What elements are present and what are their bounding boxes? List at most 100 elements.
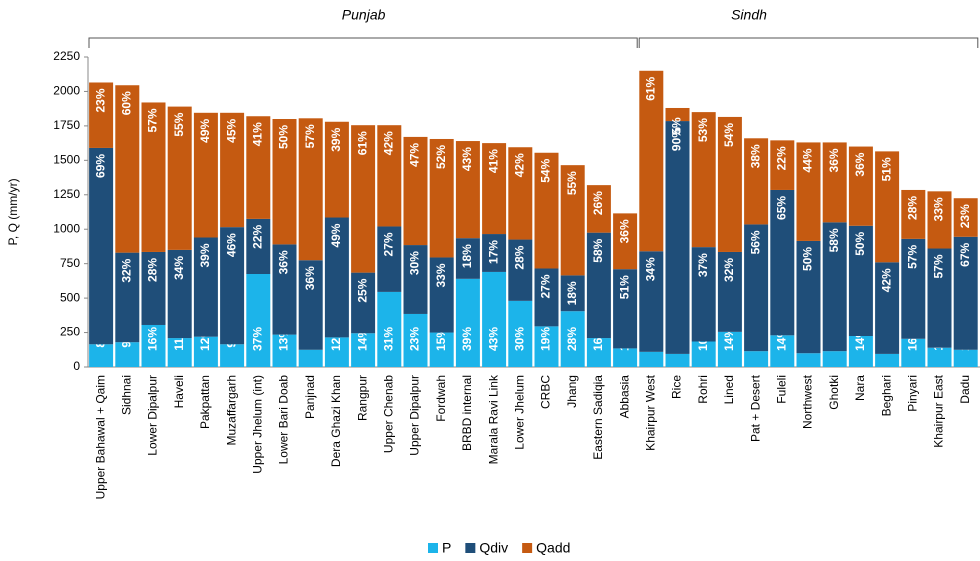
y-tick-label: 2250 — [53, 49, 80, 63]
group-label: Sindh — [731, 7, 767, 23]
legend-swatch — [465, 543, 476, 553]
bar-segment — [455, 238, 480, 279]
bar-segment — [246, 218, 271, 274]
value-label: 28% — [905, 196, 919, 220]
x-tick-label: Lower Bari Doab — [277, 375, 291, 465]
bar-segment — [351, 272, 376, 334]
bar-segment — [901, 238, 926, 339]
bar-segment — [324, 337, 349, 367]
bar-segment — [534, 326, 559, 367]
x-tick-label: Ghotki — [827, 375, 841, 410]
value-label: 50% — [801, 247, 815, 271]
value-label: 36% — [853, 152, 867, 176]
x-tick-label: Lower Dipalpur — [146, 375, 160, 456]
x-tick-label: Pinyari — [905, 375, 919, 412]
bar-segment — [770, 335, 795, 367]
y-tick-label: 1750 — [53, 118, 80, 132]
bar-segment — [89, 147, 114, 345]
value-label: 23% — [408, 327, 422, 351]
bar-segment — [403, 313, 428, 367]
bar-segment — [665, 107, 690, 122]
value-label: 41% — [486, 149, 500, 173]
bar-segment — [115, 252, 140, 343]
bar-segment — [639, 251, 664, 352]
value-label: 57% — [932, 254, 946, 278]
y-tick-label: 750 — [60, 256, 80, 270]
value-label: 55% — [565, 171, 579, 195]
bar-segment — [377, 226, 402, 292]
value-label: 55% — [172, 112, 186, 136]
y-tick-label: 250 — [60, 325, 80, 339]
x-tick-label: Lower Jhelum — [512, 375, 526, 450]
bar-segment — [822, 142, 847, 223]
x-tick-label: Eastern Sadiqia — [591, 375, 605, 460]
value-label: 65% — [774, 196, 788, 220]
value-label: 25% — [355, 278, 369, 302]
bar-segment — [324, 217, 349, 338]
x-tick-label: Abbasia — [617, 375, 631, 419]
bar-segment — [482, 143, 507, 235]
bar-segment — [193, 336, 218, 367]
value-label: 37% — [250, 327, 264, 351]
bar-segment — [953, 349, 978, 367]
bar-segment — [875, 151, 900, 263]
value-label: 52% — [434, 145, 448, 169]
bar-segment — [717, 116, 742, 252]
bar-segment — [246, 274, 271, 367]
x-tick-label: Nara — [853, 375, 867, 401]
value-label: 15% — [434, 327, 448, 351]
bar-segment — [89, 344, 114, 367]
value-label: 36% — [303, 266, 317, 290]
bar-segment — [482, 271, 507, 367]
bar-segment — [875, 353, 900, 367]
value-label: 39% — [198, 243, 212, 267]
legend-swatch — [428, 543, 438, 553]
bar-segment — [796, 353, 821, 367]
legend-label: Qdiv — [479, 540, 508, 556]
value-label: 22% — [774, 146, 788, 170]
value-label: 58% — [591, 238, 605, 262]
bar-segment — [429, 257, 454, 333]
bar-segment — [508, 147, 533, 240]
y-tick-label: 2000 — [53, 84, 80, 98]
bar-segment — [324, 121, 349, 218]
x-tick-label: Haveli — [172, 375, 186, 408]
value-label: 42% — [512, 153, 526, 177]
bar-segment — [403, 245, 428, 314]
value-label: 90% — [670, 127, 684, 151]
bar-segment — [560, 165, 585, 276]
legend-label: P — [442, 540, 451, 556]
value-label: 31% — [381, 327, 395, 351]
bar-segment — [744, 224, 769, 352]
bar-segment — [115, 85, 140, 253]
x-tick-label: Panjnad — [303, 375, 317, 419]
value-label: 27% — [539, 274, 553, 298]
value-label: 14% — [722, 327, 736, 351]
bar-segment — [613, 348, 638, 367]
value-label: 57% — [146, 108, 160, 132]
y-tick-label: 500 — [60, 290, 80, 304]
x-tick-label: CRBC — [539, 375, 553, 409]
value-label: 33% — [932, 197, 946, 221]
value-label: 23% — [93, 88, 107, 112]
value-label: 47% — [408, 143, 422, 167]
bar-segment — [691, 112, 716, 248]
x-tick-label: Lined — [722, 375, 736, 404]
bar-segment — [796, 142, 821, 241]
value-label: 51% — [879, 157, 893, 181]
x-tick-label: Khairpur West — [643, 374, 657, 450]
value-label: 58% — [827, 228, 841, 252]
bar-segment — [927, 248, 952, 348]
bar-segment — [796, 240, 821, 354]
value-label: 51% — [617, 275, 631, 299]
bar-segment — [691, 247, 716, 342]
value-label: 49% — [198, 118, 212, 142]
group-label: Punjab — [342, 7, 386, 23]
group-bracket — [88, 37, 638, 48]
bar-segment — [639, 351, 664, 367]
value-label: 42% — [381, 131, 395, 155]
x-tick-label: Upper Jhelum (int) — [250, 375, 264, 474]
value-label: 32% — [119, 258, 133, 282]
value-label: 18% — [565, 281, 579, 305]
bar-segment — [167, 338, 192, 367]
